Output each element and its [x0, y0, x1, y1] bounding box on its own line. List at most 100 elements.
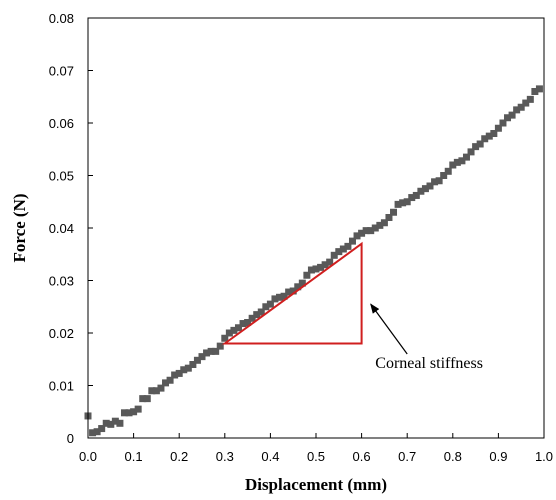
- data-point: [481, 135, 489, 143]
- plot-area-frame: [87, 17, 545, 439]
- data-point: [490, 130, 498, 137]
- annotation-label: Corneal stiffness: [375, 355, 483, 372]
- data-point: [535, 85, 543, 93]
- y-tick-label: 0.05: [49, 169, 74, 184]
- data-point: [362, 227, 370, 235]
- x-tick-label: 0.5: [307, 449, 325, 464]
- data-point: [184, 364, 192, 372]
- y-tick-label: 0.06: [49, 116, 74, 131]
- data-point: [399, 199, 407, 207]
- data-point: [353, 232, 361, 240]
- x-tick-label: 0.9: [489, 449, 507, 464]
- data-point: [504, 114, 512, 122]
- data-point: [531, 88, 539, 95]
- data-point: [212, 347, 220, 355]
- data-point: [162, 379, 170, 387]
- data-point: [276, 293, 284, 301]
- data-point: [453, 158, 461, 166]
- data-point: [513, 106, 521, 114]
- data-point: [426, 182, 434, 190]
- data-point: [348, 237, 356, 245]
- data-point: [335, 248, 343, 256]
- data-point: [180, 366, 188, 374]
- y-tick-label: 0.03: [49, 274, 74, 289]
- data-point: [207, 347, 215, 355]
- data-point: [412, 191, 420, 199]
- data-point: [257, 308, 265, 316]
- data-point: [266, 300, 274, 308]
- data-point: [408, 194, 416, 202]
- data-point: [189, 361, 197, 368]
- x-tick-label: 0.8: [444, 449, 462, 464]
- y-tick-label: 0.04: [49, 221, 74, 236]
- data-point: [435, 177, 443, 185]
- data-point: [262, 303, 270, 311]
- data-point: [390, 208, 398, 216]
- data-point: [317, 263, 325, 271]
- data-point: [380, 219, 388, 227]
- x-tick-label: 0.4: [261, 449, 279, 464]
- data-point: [89, 429, 97, 437]
- data-point: [157, 384, 165, 392]
- data-point: [225, 329, 233, 337]
- data-point: [93, 428, 101, 436]
- y-tick-label: 0.02: [49, 326, 74, 341]
- data-point: [116, 419, 124, 427]
- data-point: [107, 420, 115, 428]
- data-point: [98, 425, 106, 433]
- data-point: [139, 395, 147, 403]
- data-point: [203, 349, 211, 357]
- x-tick-label: 0.7: [398, 449, 416, 464]
- data-points: [84, 85, 543, 437]
- x-axis-ticks: 0.0 0.1 0.2 0.3 0.4 0.5 0.6 0.7 0.8 0.9 1.0: [79, 433, 553, 464]
- annotation-arrow: [370, 303, 408, 355]
- data-point: [508, 111, 516, 119]
- data-point: [494, 124, 502, 132]
- data-point: [444, 167, 452, 175]
- x-tick-label: 0.3: [216, 449, 234, 464]
- data-point: [171, 371, 179, 379]
- data-point: [193, 356, 201, 364]
- data-point: [148, 387, 156, 395]
- data-point: [476, 140, 484, 148]
- data-point: [339, 245, 347, 253]
- data-point: [271, 295, 279, 303]
- data-point: [130, 408, 138, 416]
- data-point: [371, 224, 379, 232]
- data-point: [285, 288, 293, 296]
- data-point: [125, 409, 133, 417]
- x-tick-label: 0.1: [125, 449, 143, 464]
- data-point: [394, 200, 402, 208]
- y-tick-label: 0.08: [49, 11, 74, 26]
- data-point: [462, 153, 470, 161]
- data-point: [280, 292, 288, 300]
- data-point: [431, 178, 439, 186]
- data-point: [102, 419, 110, 427]
- data-point: [458, 157, 466, 165]
- data-point: [307, 266, 315, 274]
- data-point: [239, 320, 247, 328]
- data-point: [367, 227, 375, 235]
- data-point: [244, 319, 252, 326]
- data-point: [358, 229, 366, 237]
- data-point: [326, 258, 334, 266]
- data-point: [403, 198, 411, 206]
- data-point: [253, 311, 261, 319]
- data-point: [221, 334, 229, 342]
- data-point: [385, 214, 393, 221]
- data-point: [330, 251, 338, 259]
- data-point: [303, 271, 311, 279]
- data-point: [216, 342, 224, 350]
- data-point: [499, 119, 507, 127]
- data-point: [472, 143, 480, 151]
- x-tick-label: 0.6: [353, 449, 371, 464]
- data-point: [111, 417, 119, 425]
- data-point: [134, 405, 142, 413]
- annotations: Corneal stiffness: [221, 241, 483, 372]
- data-point: [522, 99, 530, 107]
- data-point: [312, 265, 320, 273]
- data-point: [294, 283, 302, 291]
- data-point: [449, 161, 457, 169]
- data-point: [376, 221, 384, 229]
